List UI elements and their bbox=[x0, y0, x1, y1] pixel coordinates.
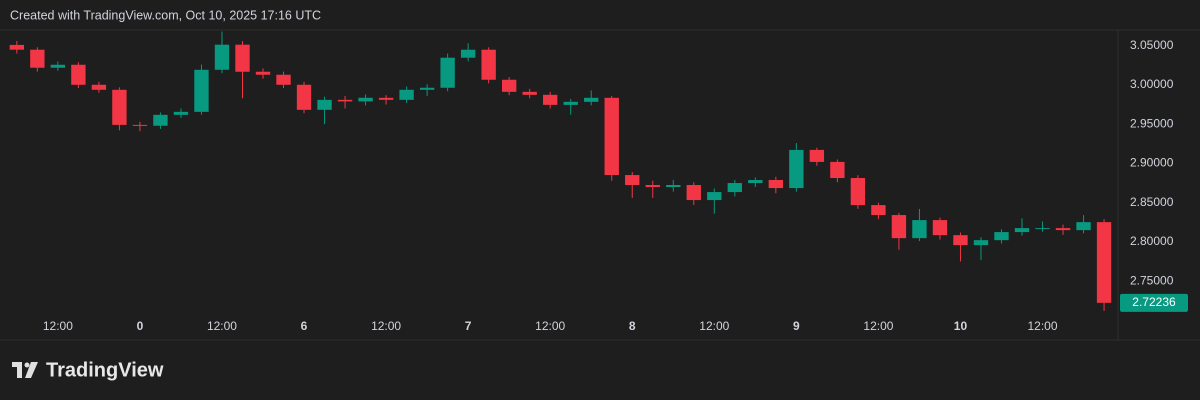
x-tick-label: 6 bbox=[301, 319, 308, 333]
candle-body bbox=[296, 84, 312, 110]
candle-body bbox=[440, 57, 455, 88]
last-price-label: 2.72236 bbox=[1132, 295, 1176, 309]
candle-body bbox=[850, 178, 866, 206]
candle-body bbox=[214, 44, 230, 70]
candle-body bbox=[460, 49, 476, 58]
x-tick-label: 9 bbox=[793, 319, 800, 333]
candle-body bbox=[994, 232, 1009, 241]
candle-body bbox=[625, 175, 640, 185]
logo-mark bbox=[24, 362, 30, 368]
x-tick-label: 12:00 bbox=[207, 319, 237, 333]
x-tick-label: 12:00 bbox=[863, 319, 893, 333]
candle-body bbox=[112, 89, 127, 125]
header-text: Created with TradingView.com, Oct 10, 20… bbox=[10, 8, 321, 22]
x-tick-label: 12:00 bbox=[699, 319, 729, 333]
y-tick-label: 3.00000 bbox=[1130, 77, 1174, 91]
x-tick-label: 12:00 bbox=[371, 319, 401, 333]
candle-body bbox=[419, 87, 435, 90]
candle-body bbox=[1014, 228, 1030, 233]
candle-body bbox=[378, 97, 394, 100]
candle-body bbox=[768, 179, 784, 189]
candle-body bbox=[563, 101, 578, 105]
y-tick-label: 2.95000 bbox=[1130, 116, 1174, 130]
candle-body bbox=[194, 69, 209, 112]
candle-body bbox=[727, 183, 742, 193]
x-tick-label: 12:00 bbox=[43, 319, 73, 333]
candle-body bbox=[235, 44, 250, 72]
candle-body bbox=[255, 71, 271, 75]
candle-body bbox=[1055, 228, 1071, 231]
last-price-box bbox=[1120, 293, 1188, 312]
candle-body bbox=[50, 64, 66, 68]
candle-body bbox=[932, 220, 948, 236]
brand: TradingView bbox=[46, 359, 164, 381]
candle-body bbox=[891, 215, 907, 239]
y-tick-label: 2.90000 bbox=[1130, 156, 1174, 170]
x-tick-label: 12:00 bbox=[1028, 319, 1058, 333]
candle-body bbox=[71, 64, 86, 85]
candle-body bbox=[132, 124, 148, 126]
logo: TradingView bbox=[12, 359, 164, 381]
y-tick-label: 2.80000 bbox=[1130, 234, 1174, 248]
x-tick-label: 10 bbox=[954, 319, 968, 333]
candle-body bbox=[645, 185, 660, 188]
candle-body bbox=[1035, 228, 1050, 230]
candle-body bbox=[809, 149, 825, 162]
y-tick-label: 3.05000 bbox=[1130, 38, 1174, 52]
candle-body bbox=[953, 235, 968, 246]
candle-body bbox=[9, 44, 25, 50]
candle-body bbox=[666, 185, 681, 188]
candle-body bbox=[707, 192, 722, 201]
candle-body bbox=[789, 149, 804, 189]
candle-body bbox=[276, 74, 291, 85]
candle-body bbox=[173, 111, 189, 115]
candle-body bbox=[30, 49, 45, 68]
candle-body bbox=[871, 205, 886, 216]
candle-body bbox=[912, 220, 927, 239]
candle-body bbox=[543, 94, 558, 105]
x-tick-label: 12:00 bbox=[535, 319, 565, 333]
candle-body bbox=[317, 99, 332, 110]
candle-body bbox=[399, 89, 414, 100]
candle-body bbox=[522, 91, 537, 95]
candle-body bbox=[91, 84, 107, 90]
y-tick-label: 2.85000 bbox=[1130, 195, 1174, 209]
logo-mark bbox=[25, 362, 38, 378]
x-tick-label: 7 bbox=[465, 319, 472, 333]
candle-body bbox=[337, 99, 353, 102]
candle-body bbox=[501, 79, 517, 92]
candle-body bbox=[481, 49, 496, 80]
candle-body bbox=[1096, 222, 1112, 303]
candle-body bbox=[1076, 222, 1091, 231]
logo-mark bbox=[12, 362, 22, 378]
candle-body bbox=[604, 97, 619, 176]
x-tick-label: 0 bbox=[137, 319, 144, 333]
candle-body bbox=[153, 114, 168, 126]
candle-body bbox=[686, 185, 701, 201]
y-tick-label: 2.75000 bbox=[1130, 273, 1174, 287]
candle-body bbox=[973, 240, 989, 246]
candle-body bbox=[830, 161, 845, 179]
candle-body bbox=[584, 97, 599, 102]
plot: 2.75000 2.80000 2.85000 2.90000 2.95000 3.000… bbox=[9, 31, 1188, 333]
candle-body bbox=[358, 97, 373, 102]
candle-body bbox=[748, 179, 763, 184]
x-tick-label: 8 bbox=[629, 319, 636, 333]
